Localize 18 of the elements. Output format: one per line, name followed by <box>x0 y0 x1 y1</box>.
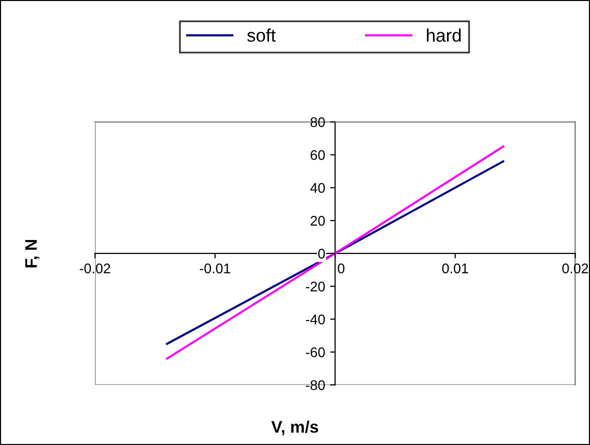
x-tick-label: -0.02 <box>80 264 110 274</box>
y-tick-label: 40 <box>310 183 325 193</box>
y-tick-label: -20 <box>306 282 325 292</box>
x-tick-label: 0.01 <box>442 264 468 274</box>
y-tick-label: -40 <box>306 314 325 324</box>
y-tick-label: 80 <box>310 117 325 128</box>
x-tick-label: -0.01 <box>200 264 230 274</box>
y-tick-label: 0 <box>318 248 325 259</box>
y-tick-label: 20 <box>310 216 325 226</box>
y-axis-title: F, N <box>25 240 40 268</box>
x-tick-label: 0.02 <box>562 264 588 274</box>
y-tick-label: -60 <box>306 347 325 358</box>
x-tick-label: 0 <box>338 264 344 274</box>
legend-label: hard <box>426 28 461 42</box>
y-tick-label: 60 <box>310 150 325 160</box>
x-axis-title: V, m/s <box>271 420 318 436</box>
legend-label: soft <box>247 28 276 42</box>
y-tick-label: -80 <box>306 380 325 390</box>
